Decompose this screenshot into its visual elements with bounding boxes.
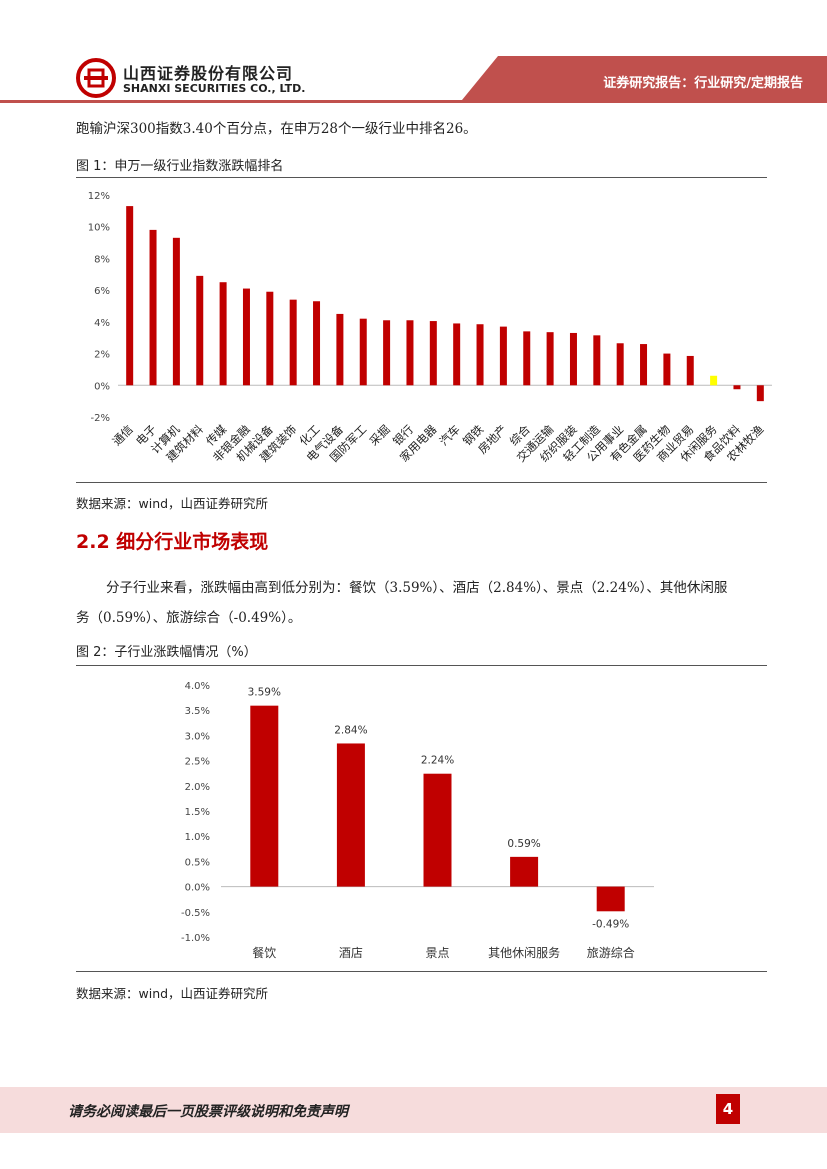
bar-11: [383, 320, 391, 386]
y-tick-label: 2%: [94, 350, 110, 361]
bar-3: [196, 275, 204, 386]
y-tick-label: 1.0%: [185, 832, 210, 843]
figure1-top-rule: [76, 177, 767, 178]
x-tick-label: 采掘: [367, 422, 393, 448]
x-tick-label: 其他休闲服务: [488, 945, 560, 960]
bar-17: [523, 331, 531, 386]
report-type-banner: 证券研究报告：行业研究/定期报告: [462, 56, 827, 100]
bar-13: [429, 321, 437, 386]
y-tick-label: 12%: [88, 191, 110, 202]
bar-2: [172, 237, 180, 386]
y-tick-label: 0.5%: [185, 857, 210, 868]
company-name-en: SHANXI SECURITIES CO., LTD.: [123, 82, 306, 95]
data-label: 2.84%: [334, 724, 367, 736]
figure2-top-rule: [76, 665, 767, 666]
bar-0: [250, 705, 279, 887]
section-paragraph-line1: 分子行业来看，涨跌幅由高到低分别为：餐饮（3.59%）、酒店（2.84%）、景点…: [106, 580, 728, 596]
data-label: 2.24%: [421, 755, 454, 767]
y-tick-label: -0.5%: [181, 908, 210, 919]
bar-9: [336, 313, 344, 386]
bar-16: [499, 326, 507, 386]
figure2-title: 图 2：子行业涨跌幅情况（%）: [76, 645, 257, 660]
bar-15: [476, 324, 484, 386]
figure2-chart: 4.0% 3.5% 3.0% 2.5% 2.0% 1.5% 1.0% 0.5% 0.0% -0.5…: [181, 681, 654, 960]
bar-4: [596, 886, 625, 912]
y-tick-label: 6%: [94, 286, 110, 297]
x-tick-label: 景点: [425, 946, 449, 960]
y-tick-label: 0%: [94, 381, 110, 392]
x-tick-label: 通信: [110, 422, 136, 448]
bar-4: [219, 282, 227, 386]
footer-disclaimer: 请务必阅读最后一页股票评级说明和免责声明: [68, 1104, 348, 1120]
data-label: 0.59%: [507, 838, 540, 850]
bar-8: [313, 301, 321, 386]
bar-26: [733, 385, 741, 390]
y-tick-label: 4.0%: [185, 681, 210, 692]
y-tick-label: 2.5%: [185, 757, 210, 768]
y-tick-label: -1.0%: [181, 933, 210, 944]
figure1-source: 数据来源：wind，山西证券研究所: [76, 496, 269, 511]
figure2-source: 数据来源：wind，山西证券研究所: [76, 986, 269, 1001]
bar-25: [710, 375, 718, 386]
y-tick-label: 3.0%: [185, 731, 210, 742]
company-name-cn: 山西证券股份有限公司: [123, 64, 294, 83]
data-label: -0.49%: [592, 918, 629, 930]
y-tick-label: 1.5%: [185, 807, 210, 818]
bar-23: [663, 353, 671, 386]
data-label: 3.59%: [248, 687, 281, 699]
bar-7: [289, 299, 297, 386]
figure1-title: 图 1：申万一级行业指数涨跌幅排名: [76, 159, 284, 174]
bar-1: [149, 229, 157, 386]
bar-2: [423, 773, 452, 887]
bar-20: [593, 335, 601, 386]
y-tick-label: 3.5%: [185, 706, 210, 717]
page-number: 4: [716, 1094, 740, 1124]
header-divider: [0, 100, 827, 103]
report-type-label: 证券研究报告：行业研究/定期报告: [603, 76, 803, 91]
x-tick-label: 汽车: [437, 422, 463, 448]
intro-paragraph: 跑输沪深300指数3.40个百分点，在申万28个一级行业中排名26。: [76, 121, 477, 137]
y-tick-label: -2%: [91, 413, 110, 424]
y-tick-label: 4%: [94, 318, 110, 329]
bar-1: [336, 743, 365, 887]
y-tick-label: 8%: [94, 254, 110, 265]
y-tick-label: 10%: [88, 223, 110, 234]
section-paragraph-line2: 务（0.59%）、旅游综合（-0.49%）。: [76, 610, 302, 626]
bar-14: [453, 323, 461, 386]
figure1-bottom-rule: [76, 482, 767, 483]
figure2-bottom-rule: [76, 971, 767, 972]
bar-22: [640, 344, 648, 386]
bar-12: [406, 320, 414, 386]
figure1-chart: 12%10%8%6%4%2%0%-2%通信电子计算机建筑材料传媒非银金融机械设备…: [88, 191, 772, 465]
bar-27: [756, 385, 764, 402]
bar-10: [359, 318, 367, 386]
page-header: 山西证券股份有限公司 SHANXI SECURITIES CO., LTD. 证…: [0, 0, 827, 105]
x-tick-label: 酒店: [339, 946, 363, 960]
bar-5: [242, 288, 250, 386]
bar-21: [616, 343, 624, 386]
y-tick-label: 0.0%: [185, 883, 210, 894]
bar-0: [126, 206, 134, 386]
bar-19: [569, 332, 577, 386]
bar-18: [546, 332, 554, 386]
bar-6: [266, 291, 274, 386]
bar-24: [686, 355, 694, 386]
company-logo-icon: [76, 58, 116, 98]
section-title: 2.2 细分行业市场表现: [76, 531, 269, 553]
x-tick-label: 餐饮: [252, 945, 276, 960]
x-tick-label: 旅游综合: [587, 945, 635, 960]
page-footer: 请务必阅读最后一页股票评级说明和免责声明 4: [0, 1087, 827, 1133]
bar-3: [510, 856, 539, 887]
y-tick-label: 2.0%: [185, 782, 210, 793]
